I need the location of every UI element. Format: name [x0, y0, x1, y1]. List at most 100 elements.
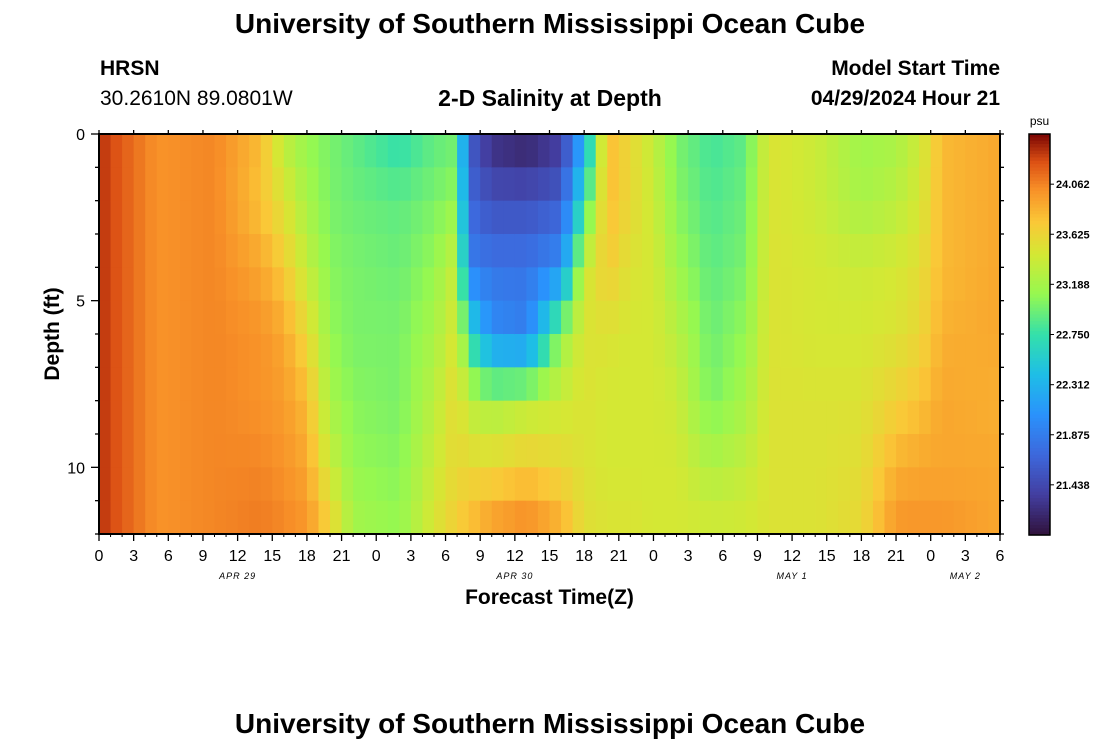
heatmap-cell: [711, 467, 724, 502]
heatmap-cell: [353, 167, 366, 202]
heatmap-cell: [930, 334, 943, 368]
colorbar-segment: [1029, 224, 1050, 229]
heatmap-cell: [630, 134, 643, 168]
heatmap-cell: [734, 134, 747, 168]
heatmap-cell: [688, 434, 701, 468]
heatmap-cell: [757, 200, 770, 235]
heatmap-cell: [734, 267, 747, 302]
heatmap-cell: [942, 267, 955, 302]
heatmap-cell: [861, 167, 874, 202]
heatmap-cell: [399, 334, 412, 368]
colorbar-segment: [1029, 354, 1050, 359]
heatmap-cell: [156, 367, 169, 402]
heatmap-cell: [503, 367, 516, 402]
heatmap-cell: [549, 434, 562, 468]
heatmap-cell: [422, 234, 435, 268]
heatmap-cell: [214, 434, 227, 468]
heatmap-cell: [699, 234, 712, 268]
heatmap-cell: [237, 400, 250, 435]
heatmap-cell: [122, 434, 135, 468]
heatmap-cell: [907, 267, 920, 302]
heatmap-cell: [584, 267, 597, 302]
heatmap-cell: [630, 467, 643, 502]
heatmap-cell: [734, 500, 747, 535]
heatmap-cell: [468, 300, 481, 335]
heatmap-cell: [283, 434, 296, 468]
heatmap-cell: [572, 234, 585, 268]
heatmap-cell: [561, 167, 574, 202]
heatmap-cell: [676, 234, 689, 268]
heatmap-cell: [884, 200, 897, 235]
heatmap-cell: [826, 134, 839, 168]
heatmap-cell: [156, 467, 169, 502]
heatmap-cell: [410, 200, 424, 235]
heatmap-cell: [145, 367, 158, 402]
heatmap-cell: [99, 500, 112, 535]
heatmap-cell: [745, 134, 759, 168]
heatmap-cell: [618, 467, 631, 502]
heatmap-cell: [942, 467, 955, 502]
colorbar-segment: [1029, 264, 1050, 269]
heatmap-cell: [133, 167, 146, 202]
heatmap-cell: [884, 400, 897, 435]
heatmap-cell: [607, 500, 620, 535]
heatmap-cell: [353, 400, 366, 435]
heatmap-cell: [584, 434, 597, 468]
heatmap-cell: [202, 400, 216, 435]
heatmap-cell: [815, 500, 828, 535]
heatmap-cell: [364, 434, 377, 468]
heatmap-cell: [861, 200, 874, 235]
heatmap-cell: [641, 467, 655, 502]
heatmap-cell: [226, 234, 239, 268]
colorbar-segment: [1029, 217, 1050, 222]
heatmap-cell: [930, 467, 943, 502]
heatmap-cell: [653, 467, 666, 502]
heatmap-cell: [214, 400, 227, 435]
x-tick-label: 15: [263, 548, 281, 565]
colorbar-segment: [1029, 431, 1050, 436]
heatmap-cell: [595, 434, 608, 468]
heatmap-cell: [607, 167, 620, 202]
heatmap-cell: [422, 400, 435, 435]
colorbar-segment: [1029, 210, 1050, 215]
heatmap-cell: [699, 200, 712, 235]
heatmap-cell: [826, 434, 839, 468]
colorbar-segment: [1029, 357, 1050, 362]
heatmap-cell: [422, 434, 435, 468]
heatmap-cell: [768, 467, 782, 502]
heatmap-cell: [849, 267, 862, 302]
heatmap-cell: [191, 300, 204, 335]
heatmap-cell: [537, 434, 551, 468]
heatmap-cell: [341, 400, 354, 435]
heatmap-cell: [861, 300, 874, 335]
heatmap-cell: [214, 134, 227, 168]
heatmap-cell: [399, 500, 412, 535]
heatmap-cell: [618, 167, 631, 202]
heatmap-cell: [491, 200, 504, 235]
heatmap-cell: [872, 334, 886, 368]
heatmap-cell: [133, 334, 146, 368]
colorbar-segment: [1029, 170, 1050, 175]
heatmap-cell: [526, 500, 539, 535]
heatmap-cell: [896, 467, 909, 502]
heatmap-cell: [595, 334, 608, 368]
heatmap-cell: [618, 400, 631, 435]
heatmap-cell: [237, 167, 250, 202]
heatmap-cell: [757, 300, 770, 335]
heatmap-cell: [480, 267, 493, 302]
colorbar-segment: [1029, 451, 1050, 456]
heatmap-cell: [630, 500, 643, 535]
heatmap-cell: [665, 334, 678, 368]
colorbar-segment: [1029, 438, 1050, 443]
heatmap-cell: [468, 467, 481, 502]
heatmap-cell: [803, 200, 816, 235]
heatmap-cell: [295, 500, 308, 535]
heatmap-cell: [283, 234, 296, 268]
heatmap-cell: [861, 267, 874, 302]
heatmap-cell: [99, 434, 112, 468]
heatmap-cell: [283, 200, 296, 235]
heatmap-cell: [260, 200, 273, 235]
heatmap-cell: [168, 200, 181, 235]
heatmap-cell: [930, 500, 943, 535]
heatmap-cell: [99, 334, 112, 368]
